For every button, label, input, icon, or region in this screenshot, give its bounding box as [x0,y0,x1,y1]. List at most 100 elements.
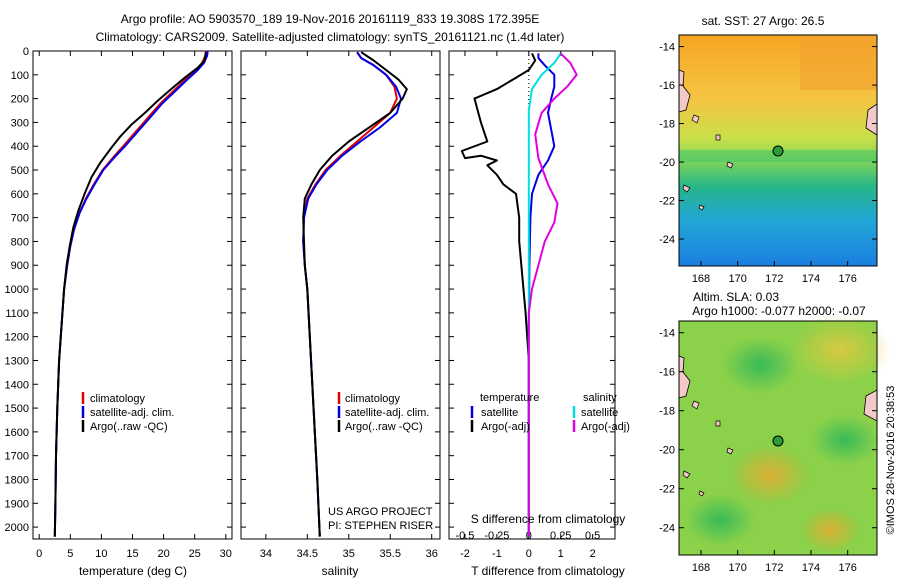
legend-salinity-header: salinity [583,392,617,404]
legend-climatology-label: climatology [345,393,401,405]
depth-tick-label: 1100 [5,308,29,320]
sla-argo-location-marker [772,435,784,447]
x-tick-label: 25 [189,548,201,560]
legend-temp-satellite-label: satellite [481,407,518,419]
legend-satellite-label: satellite-adj. clim. [90,407,174,419]
sla-map-title-2: Argo h1000: -0.077 h2000: -0.07 [692,304,866,318]
series-line-argo_salinity [527,52,578,537]
x-tick-label: 34.5 [297,548,318,560]
map-y-tick-label: -24 [659,523,675,535]
depth-tick-label: 600 [11,189,29,201]
legend-argo-label: Argo(..raw -QC) [345,421,423,433]
x-tick-label: 2 [590,548,596,560]
legend-climatology-label: climatology [90,393,146,405]
map-x-tick-label: 176 [838,562,856,574]
series-line-satellite [302,51,402,537]
map-y-tick-label: -18 [659,119,675,131]
sst-map-title: sat. SST: 27 Argo: 26.5 [702,14,825,28]
title-line-1: Argo profile: AO 5903570_189 19-Nov-2016… [121,12,540,26]
depth-tick-label: 100 [11,70,29,82]
legend-temperature-header: temperature [480,392,539,404]
series-line-climatology [53,50,207,537]
title-line-2: Climatology: CARS2009. Satellite-adjuste… [96,30,565,44]
depth-tick-label: 1600 [5,427,29,439]
x-tick-label: -1 [492,548,502,560]
temperature-xlabel: temperature (deg C) [79,564,187,578]
x-tick-label: 35 [343,548,355,560]
depth-tick-label: 800 [11,236,29,248]
salinity-profile-plot: 34 34.5 35 35.5 36 [260,51,438,560]
x-tick-label: 30 [220,548,232,560]
depth-tick-label: 300 [11,117,29,129]
map-y-tick-label: -18 [659,406,675,418]
sst-map-axes: 168 170 172 174 176 -14 -16 -18 -20 -22 -24 [659,42,877,285]
map-y-tick-label: -22 [659,196,675,208]
map-y-tick-label: -22 [659,484,675,496]
depth-tick-label: 200 [11,94,29,106]
map-y-tick-label: -20 [659,445,675,457]
salinity-legend: climatology satellite-adj. clim. Argo(..… [328,392,433,532]
map-x-tick-label: 170 [728,562,746,574]
difference-panel-frame [448,50,616,540]
sla-warm-patch [730,445,810,505]
depth-tick-label: 1300 [5,355,29,367]
sla-low-patch-3 [685,494,755,546]
x-top-tick-label: 0.25 [550,530,571,542]
series-line-argo [302,51,408,537]
map-y-tick-label: -14 [659,42,675,54]
difference-xlabel: T difference from climatology [471,564,625,578]
temperature-legend: climatology satellite-adj. clim. Argo(..… [81,392,174,433]
sst-warm-patch [800,35,877,90]
sst-argo-location-marker [772,145,784,157]
map-x-tick-label: 176 [838,273,856,285]
x-tick-label: 20 [157,548,169,560]
legend-temp-argo-label: Argo(-adj) [481,421,530,433]
depth-tick-label: 1800 [5,474,29,486]
x-top-tick-label: -0.5 [455,530,474,542]
imos-credit: ©IMOS 28-Nov-2016 20:38:53 [885,386,897,535]
depth-tick-label: 2000 [5,522,29,534]
map-x-tick-label: 168 [692,273,710,285]
sla-map-title-1: Altim. SLA: 0.03 [693,290,779,304]
map-x-tick-label: 170 [728,273,746,285]
depth-tick-label: 1500 [5,403,29,415]
x-tick-label: 5 [67,548,73,560]
depth-tick-label: 900 [11,260,29,272]
depth-tick-label: 500 [11,165,29,177]
map-y-tick-label: -24 [659,234,675,246]
sla-map-frame [678,320,878,556]
sla-low-patch [722,337,798,393]
map-x-tick-label: 172 [765,273,783,285]
legend-sal-satellite-label: satellite [581,407,618,419]
series-line-sat_salinity [527,52,562,537]
map-y-tick-label: -16 [659,80,675,92]
x-tick-label: 35.5 [380,548,401,560]
map-x-tick-label: 174 [802,562,820,574]
sla-warm-patch-2 [800,508,860,552]
series-line-argo [460,52,537,537]
depth-tick-label: 1200 [5,332,29,344]
map-y-tick-label: -20 [659,157,675,169]
x-tick-label: 10 [95,548,107,560]
sst-map-frame [678,34,878,267]
depth-tick-label: 400 [11,141,29,153]
map-y-tick-label: -16 [659,367,675,379]
salinity-xlabel: salinity [322,564,359,578]
temperature-profile-plot: 0 5 10 15 20 25 30 [36,50,232,560]
legend-satellite-label: satellite-adj. clim. [345,407,429,419]
series-line-argo [53,52,207,537]
legend-sal-argo-label: Argo(-adj) [581,421,630,433]
x-tick-label: 15 [126,548,138,560]
x-tick-label: 0 [526,548,532,560]
difference-top-xlabel: S difference from climatology [471,512,626,526]
x-tick-label: 1 [558,548,564,560]
difference-legend: temperature salinity satellite Argo(-adj… [470,392,630,433]
series-line-satellite [527,53,556,537]
x-tick-label: 0 [36,548,42,560]
map-y-tick-label: -14 [659,328,675,340]
salinity-panel-frame [240,50,441,540]
legend-argo-label: Argo(..raw -QC) [90,421,168,433]
depth-tick-label: 1000 [5,284,29,296]
